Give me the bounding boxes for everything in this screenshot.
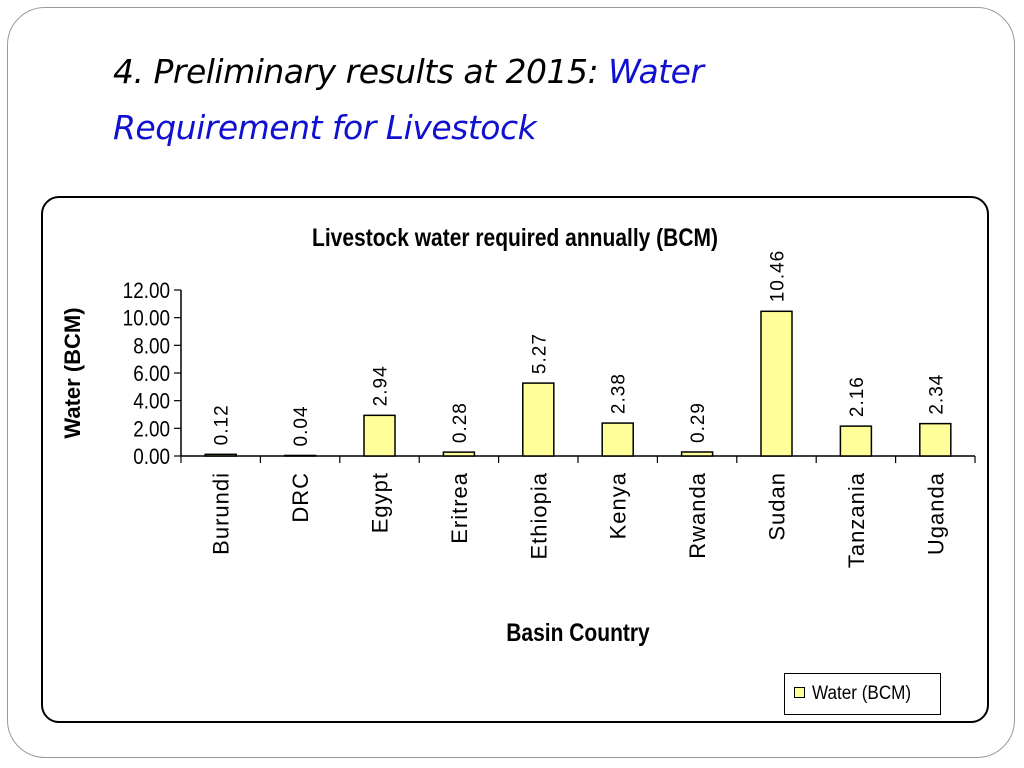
category-label: Eritrea: [447, 472, 472, 544]
category-label: Sudan: [765, 472, 790, 541]
legend-swatch: [794, 687, 805, 698]
data-label: 0.28: [450, 402, 471, 443]
slide-title-prefix: 4. Preliminary results at 2015:: [113, 52, 609, 91]
category-label: Burundi: [209, 472, 234, 555]
data-label: 2.16: [847, 376, 868, 417]
legend-label: Water (BCM): [812, 683, 912, 704]
bar: [680, 451, 714, 457]
category-label: Uganda: [923, 472, 948, 555]
y-tick-label: 6.00: [133, 362, 170, 387]
category-label: Kenya: [606, 472, 631, 539]
y-axis-label: Water (BCM): [60, 307, 85, 438]
data-label: 5.27: [529, 333, 550, 374]
data-label: 0.04: [291, 405, 312, 446]
bar: [919, 422, 952, 457]
data-label: 2.94: [371, 365, 392, 406]
y-tick-label: 12.00: [123, 279, 170, 304]
data-label: 2.38: [609, 373, 630, 414]
bar: [760, 310, 793, 457]
category-label: Rwanda: [685, 472, 710, 559]
category-label: Egypt: [368, 472, 393, 533]
y-tick-label: 8.00: [133, 334, 170, 359]
data-label: 0.29: [688, 402, 709, 443]
bar: [442, 451, 476, 457]
data-label: 0.12: [212, 404, 233, 445]
y-tick-label: 4.00: [133, 389, 170, 414]
data-label: 10.46: [768, 250, 789, 303]
chart-legend: Water (BCM): [784, 673, 941, 715]
bar: [363, 414, 396, 457]
bar: [522, 382, 555, 457]
y-tick-label: 2.00: [133, 417, 170, 442]
bar: [839, 425, 873, 457]
category-label: Tanzania: [844, 472, 869, 568]
bar: [283, 454, 317, 457]
x-axis-label: Basin Country: [506, 618, 650, 646]
slide-title: 4. Preliminary results at 2015: Water Re…: [113, 44, 873, 156]
bar: [601, 422, 634, 457]
slide-title-highlight: Water Requirement for Livestock: [113, 52, 704, 147]
bar: [204, 453, 237, 457]
y-tick-label: 10.00: [123, 306, 170, 331]
y-tick-label: 0.00: [133, 445, 170, 470]
data-label: 2.34: [926, 374, 947, 415]
category-label: Ethiopia: [526, 472, 551, 560]
chart-container: [41, 196, 989, 723]
category-label: DRC: [288, 472, 313, 523]
chart-title: Livestock water required annually (BCM): [312, 223, 718, 251]
